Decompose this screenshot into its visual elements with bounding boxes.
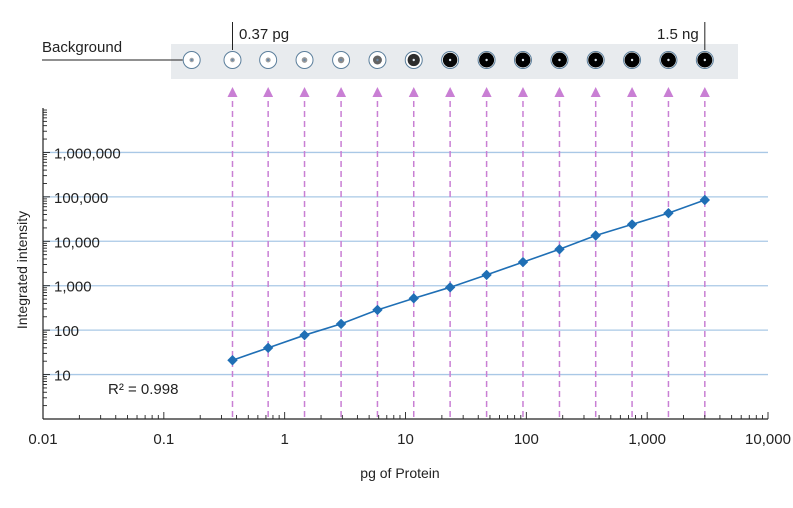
blot-spot-center-1	[231, 58, 234, 62]
y-tick-label-1: 100	[54, 323, 79, 340]
blot-spot-center-7	[448, 58, 452, 62]
gridlines	[43, 151, 768, 376]
data-point-4	[372, 304, 383, 316]
x-tick-label-0: 0.01	[28, 431, 57, 448]
blot-spot-center-8	[485, 58, 488, 62]
data-point-9	[554, 244, 565, 255]
dot-blot-strip	[42, 22, 738, 79]
guide-arrows	[227, 87, 710, 417]
data-point-1	[262, 342, 274, 354]
data-point-2	[299, 329, 310, 341]
x-tick-label-3: 10	[397, 431, 414, 448]
data-point-8	[517, 256, 529, 268]
data-point-0	[227, 355, 238, 366]
blot-spot-center-14	[703, 58, 707, 62]
data-point-6	[444, 282, 456, 293]
blot-spot-center-11	[594, 58, 597, 62]
y-tick-label-4: 100,000	[54, 190, 108, 207]
blot-spot-center-4	[339, 58, 343, 62]
data-point-3	[335, 318, 347, 330]
y-tick-label-0: 10	[54, 368, 71, 385]
x-tick-label-4: 100	[514, 431, 539, 448]
blot-spot-center-0	[190, 58, 193, 62]
y-tick-label-5: 1,000,000	[54, 145, 121, 162]
data-point-10	[590, 230, 601, 241]
blot-spot-center-5	[376, 58, 379, 62]
x-tick-label-1: 0.1	[153, 431, 174, 448]
axes: 10 100 1,000 10,000 100,000 1,000,000 0.01 0.1 1…	[28, 108, 791, 448]
data-point-11	[626, 219, 638, 230]
blot-spot-center-2	[266, 58, 270, 62]
x-tick-label-2: 1	[280, 431, 288, 448]
y-tick-label-3: 10,000	[54, 234, 100, 251]
data-point-12	[663, 207, 674, 219]
series	[227, 194, 711, 366]
low-amount-label: 0.37 pg	[239, 26, 289, 43]
x-tick-label-5: 1,000	[628, 431, 666, 448]
blot-spot-center-3	[303, 58, 306, 62]
data-point-7	[481, 269, 492, 281]
blot-spot-center-12	[630, 58, 634, 62]
blot-spot-center-9	[521, 58, 525, 62]
data-point-5	[408, 293, 419, 304]
x-axis-title: pg of Protein	[360, 465, 439, 481]
x-tick-label-6: 10,000	[745, 431, 791, 448]
y-tick-label-2: 1,000	[54, 279, 92, 296]
blot-spot-center-6	[412, 58, 415, 62]
series-line	[232, 199, 706, 362]
blot-spot-center-10	[558, 58, 561, 62]
background-label: Background	[42, 39, 122, 56]
blot-spot-center-13	[667, 58, 670, 62]
y-axis-title: Integrated intensity	[14, 211, 30, 329]
data-point-13	[699, 194, 711, 206]
r-squared-annotation: R² = 0.998	[108, 381, 178, 398]
high-amount-label: 1.5 ng	[657, 26, 699, 43]
